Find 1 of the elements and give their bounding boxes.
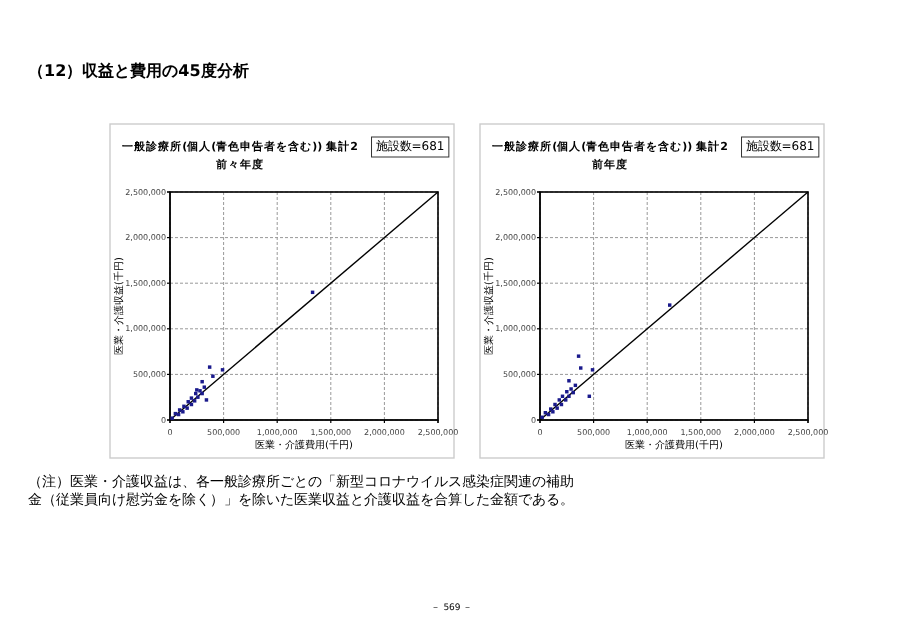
text: （12）収益と費用の45度分析 bbox=[28, 60, 249, 80]
